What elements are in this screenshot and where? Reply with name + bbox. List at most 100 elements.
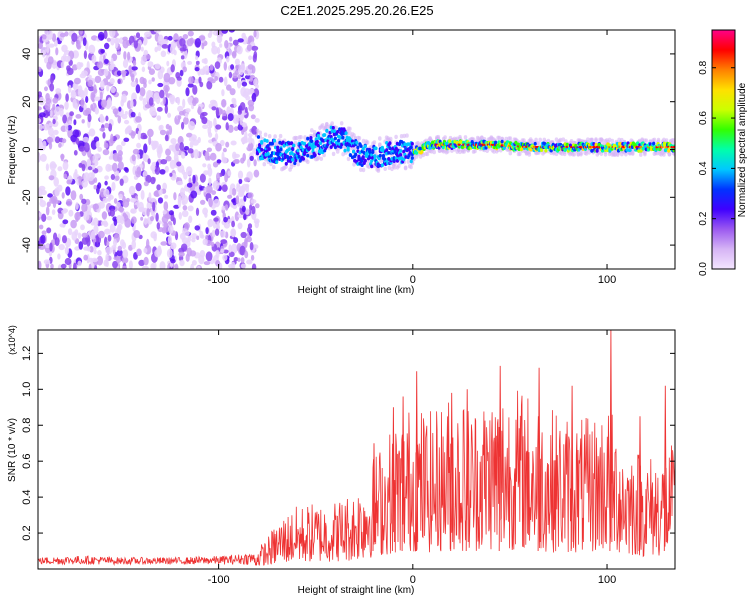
heatmap-halo-cell	[331, 151, 336, 157]
heatmap-noise-cell	[168, 94, 176, 103]
heatmap-noise-cell	[222, 147, 227, 153]
heatmap-noise-cell	[83, 50, 87, 60]
heatmap-noise-cell	[206, 80, 213, 90]
heatmap-noise-cell	[57, 166, 63, 172]
heatmap-noise-cell	[75, 39, 81, 49]
heatmap-noise-cell	[68, 120, 72, 125]
heatmap-signal-cell	[313, 153, 317, 158]
heatmap-noise-cell	[216, 34, 223, 44]
heatmap-noise-cell	[40, 46, 47, 56]
heatmap-noise-cell	[136, 166, 142, 175]
heatmap-noise-cell	[195, 207, 200, 216]
heatmap-xtick-label: 100	[598, 274, 616, 286]
heatmap-noise-cell	[240, 86, 247, 97]
heatmap-halo-cell	[393, 165, 397, 170]
heatmap-noise-cell	[154, 249, 162, 258]
heatmap-noise-cell	[183, 116, 189, 125]
heatmap-noise-cell	[135, 84, 141, 94]
heatmap-noise-cell	[58, 142, 62, 148]
heatmap-xtick-label: 0	[410, 274, 416, 286]
heatmap-signal-cell	[344, 131, 348, 136]
heatmap-noise-cell	[38, 152, 41, 162]
heatmap-noise-cell	[105, 253, 109, 263]
heatmap-noise-cell	[233, 153, 240, 158]
heatmap-noise-cell	[210, 79, 216, 84]
heatmap-noise-cell	[122, 36, 128, 41]
heatmap-halo-cell	[463, 135, 468, 140]
heatmap-noise-cell	[117, 245, 123, 252]
heatmap-halo-cell	[262, 162, 267, 167]
heatmap-noise-cell	[94, 107, 100, 115]
heatmap-noise-cell	[240, 157, 245, 164]
heatmap-noise-cell	[230, 261, 236, 269]
heatmap-signal-cell	[332, 129, 336, 134]
heatmap-noise-cell	[94, 75, 102, 84]
heatmap-noise-cell	[86, 158, 91, 167]
colorbar-tick-label: 0.8	[698, 60, 709, 74]
heatmap-signal-cell	[395, 159, 399, 163]
heatmap-signal-cell	[333, 136, 337, 141]
heatmap-halo-cell	[610, 138, 615, 144]
heatmap-halo-cell	[319, 156, 324, 161]
heatmap-noise-cell	[237, 38, 244, 43]
heatmap-noise-cell	[188, 76, 194, 84]
heatmap-noise-cell	[233, 237, 239, 244]
heatmap-noise-cell	[191, 260, 197, 266]
heatmap-noise-cell	[64, 246, 69, 255]
heatmap-noise-cell	[113, 218, 118, 226]
heatmap-halo-cell	[322, 152, 326, 158]
heatmap-noise-cell	[46, 216, 53, 221]
heatmap-noise-cell	[133, 230, 141, 238]
heatmap-noise-cell	[252, 53, 257, 63]
heatmap-signal-cell	[296, 151, 300, 156]
heatmap-noise-cell	[142, 134, 148, 140]
heatmap-noise-cell	[135, 32, 141, 39]
heatmap-halo-cell	[599, 151, 604, 156]
heatmap-noise-cell	[72, 82, 77, 90]
heatmap-noise-cell	[54, 136, 61, 144]
heatmap-noise-cell	[182, 205, 188, 211]
heatmap-noise-cell	[142, 78, 147, 85]
heatmap-noise-cell	[41, 230, 47, 235]
heatmap-noise-cell	[253, 169, 260, 178]
heatmap-noise-cell	[182, 34, 189, 40]
heatmap-noise-cell	[220, 248, 225, 253]
heatmap-noise-cell	[168, 125, 173, 135]
heatmap-noise-cell	[82, 136, 89, 143]
heatmap-noise-cell	[194, 67, 200, 72]
heatmap-noise-cell	[117, 223, 123, 231]
heatmap-noise-cell	[97, 250, 102, 256]
heatmap-noise-cell	[231, 220, 236, 228]
heatmap-noise-cell	[161, 215, 169, 224]
heatmap-noise-cell	[117, 115, 122, 124]
heatmap-noise-cell	[39, 224, 44, 230]
heatmap-noise-cell	[243, 239, 248, 249]
heatmap-noise-cell	[130, 99, 134, 109]
heatmap-noise-cell	[38, 139, 43, 149]
heatmap-noise-cell	[97, 61, 104, 69]
heatmap-noise-cell	[251, 45, 259, 51]
heatmap-halo-cell	[662, 152, 666, 157]
heatmap-noise-cell	[104, 175, 109, 180]
heatmap-noise-cell	[150, 164, 156, 172]
heatmap-noise-cell	[60, 61, 65, 69]
heatmap-noise-cell	[159, 129, 167, 136]
heatmap-halo-cell	[330, 121, 335, 126]
heatmap-noise-cell	[232, 204, 238, 210]
heatmap-noise-cell	[123, 137, 130, 142]
heatmap-noise-cell	[232, 39, 239, 46]
heatmap-noise-cell	[204, 151, 210, 161]
heatmap-noise-cell	[101, 211, 108, 220]
heatmap-noise-cell	[82, 109, 90, 116]
heatmap-noise-cell	[49, 161, 57, 171]
heatmap-noise-cell	[175, 143, 180, 152]
heatmap-peak-cell	[579, 145, 583, 149]
heatmap-noise-cell	[109, 30, 116, 38]
heatmap-noise-cell	[163, 201, 169, 211]
heatmap-noise-cell	[195, 55, 199, 60]
heatmap-noise-cell	[220, 230, 226, 238]
heatmap-noise-cell	[40, 234, 46, 245]
heatmap-noise-cell	[231, 97, 236, 104]
heatmap-noise-cell	[119, 206, 124, 213]
colorbar-tick-label: 0.2	[698, 211, 709, 225]
